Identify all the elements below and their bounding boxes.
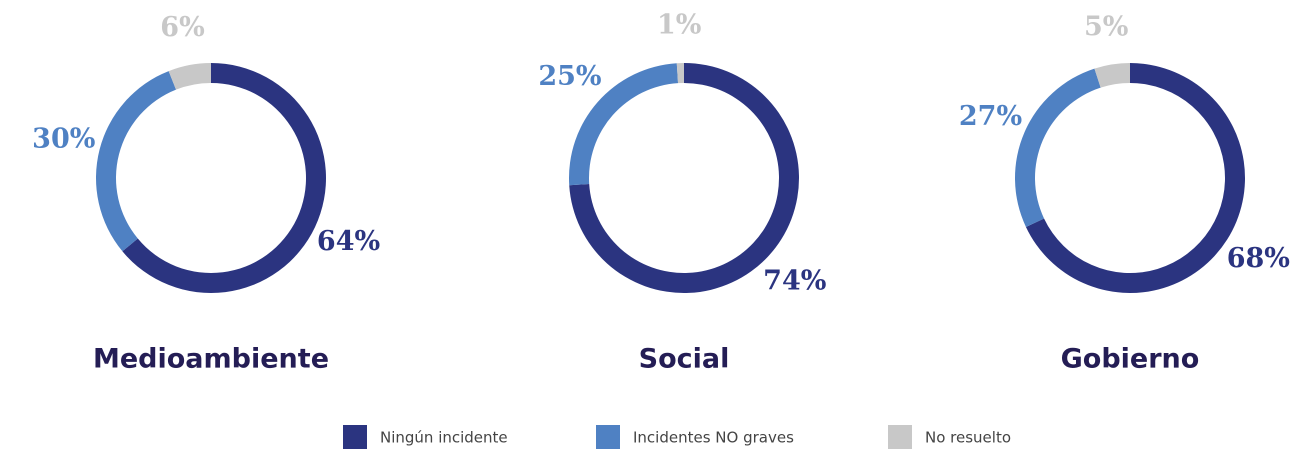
value-label: 6% [160,12,204,43]
donut-segment [569,63,679,186]
value-label: 74% [763,266,826,297]
value-label: 68% [1227,243,1290,274]
value-label: 27% [959,101,1022,132]
legend-label: Incidentes NO graves [633,429,794,447]
value-label: 64% [317,226,380,257]
chart-title: Medioambiente [93,344,329,375]
legend-swatch [888,425,912,449]
legend-swatch [343,425,367,449]
donut-segment [1014,68,1101,227]
legend-label: No resuelto [925,429,1011,447]
donut-segment [1094,63,1130,88]
donut-segment [95,71,177,252]
chart-title: Social [639,344,730,375]
chart-title: Gobierno [1061,344,1200,375]
value-label: 5% [1084,11,1128,42]
donut-segment [676,63,684,84]
donut-segment [122,63,326,293]
legend-label: Ningún incidente [380,429,508,447]
donut-segment [168,63,211,90]
value-label: 30% [32,124,95,155]
value-label: 25% [538,61,601,92]
legend-swatch [596,425,620,449]
value-label: 1% [657,10,701,41]
